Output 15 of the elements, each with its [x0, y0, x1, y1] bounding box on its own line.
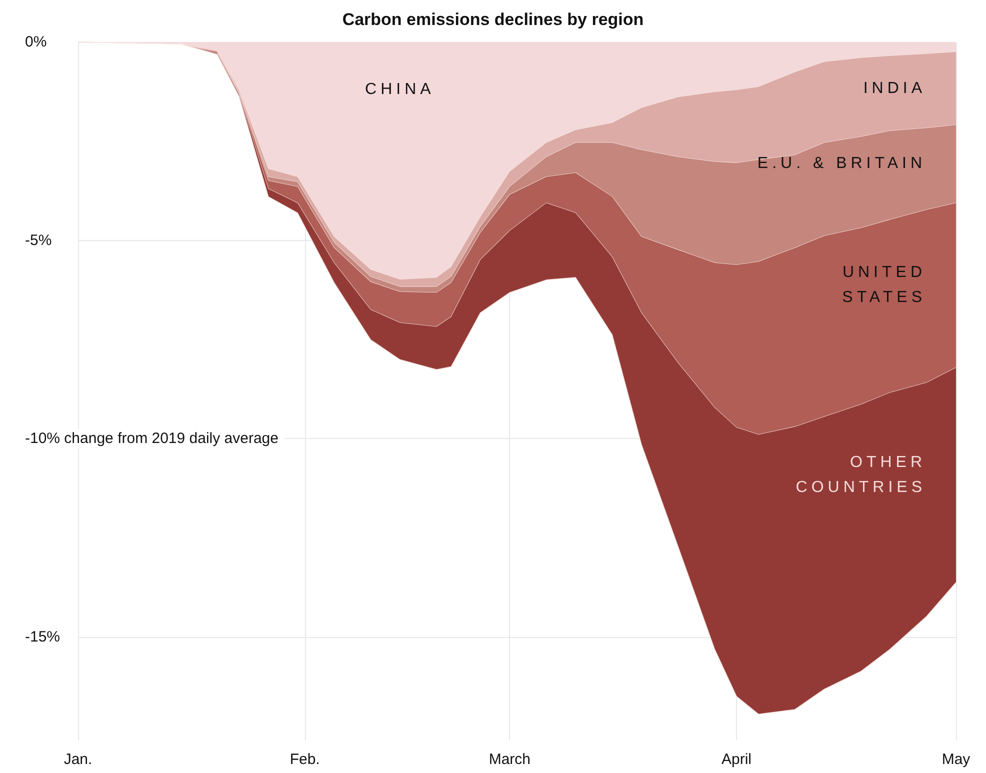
series-label: CHINA [365, 80, 435, 100]
x-tick-label: March [488, 751, 531, 768]
x-tick-label: Jan. [64, 751, 92, 768]
y-tick-label: -5% [25, 232, 52, 249]
y-tick-label: 0% [25, 34, 47, 50]
series-label: UNITED STATES [842, 263, 926, 308]
series-label: INDIA [863, 78, 926, 99]
y-tick-label: -15% [25, 628, 60, 646]
x-tick-label: May [942, 751, 971, 768]
series-label: E.U. & BRITAIN [757, 154, 926, 174]
series-label: OTHER COUNTRIES [796, 453, 926, 498]
x-tick-label: April [721, 751, 752, 768]
x-tick-label: Feb. [290, 751, 320, 768]
chart-title: Carbon emissions declines by region [342, 10, 644, 29]
y-tick-label: -10% change from 2019 daily average [25, 430, 278, 448]
